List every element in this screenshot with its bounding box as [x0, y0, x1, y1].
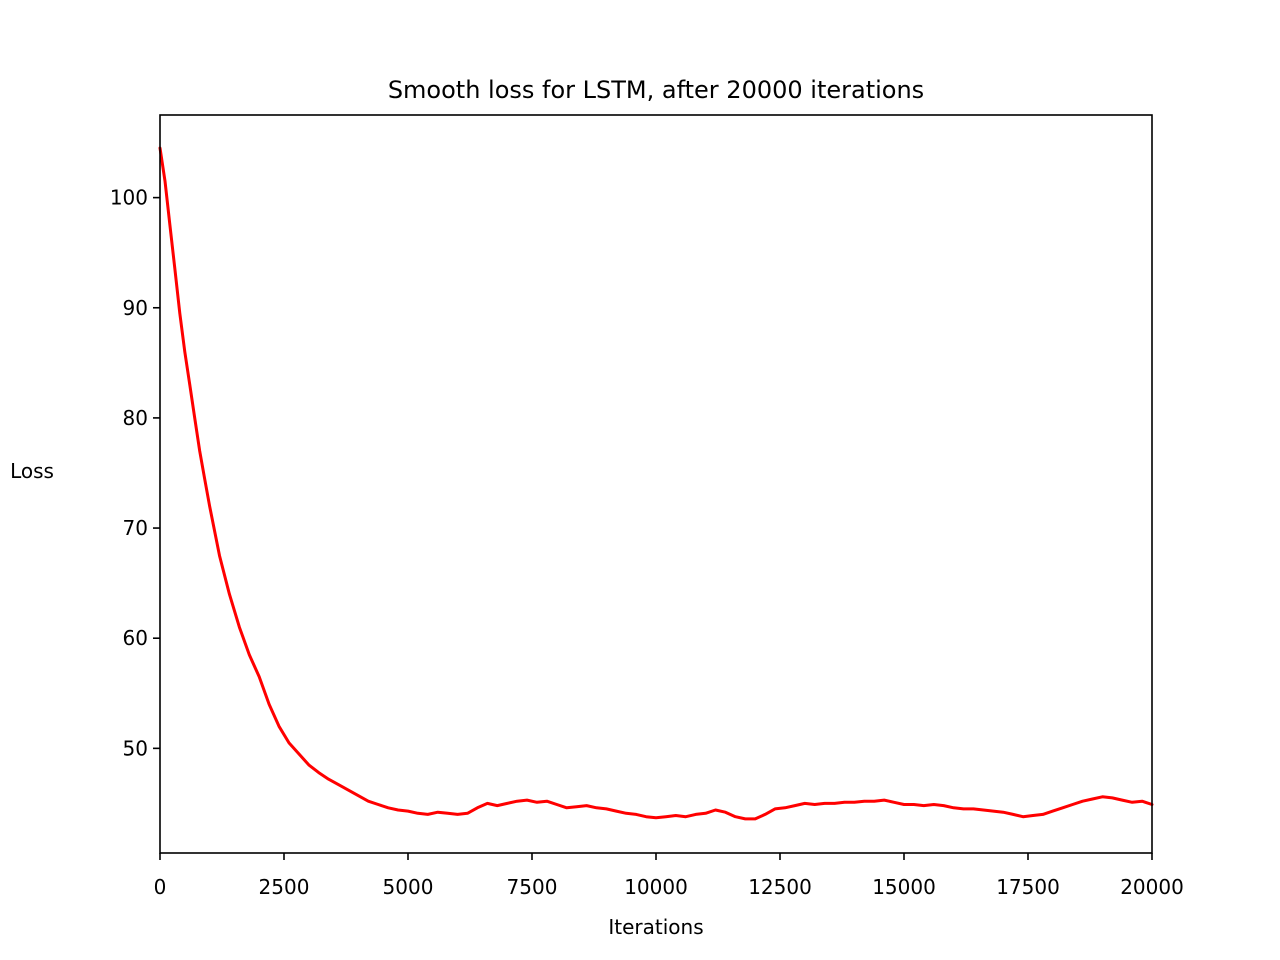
plot-area — [158, 146, 1154, 821]
x-tick-label: 2500 — [259, 875, 310, 899]
x-tick-label: 12500 — [748, 875, 812, 899]
y-axis: 50 60 70 80 90 100 — [110, 186, 160, 760]
axes-frame — [159, 114, 1153, 854]
y-tick-label: 90 — [123, 296, 148, 320]
x-tick-label: 17500 — [996, 875, 1060, 899]
x-tick-label: 7500 — [507, 875, 558, 899]
x-tick-label: 5000 — [383, 875, 434, 899]
x-axis-label: Iterations — [608, 915, 703, 939]
y-tick-label: 60 — [123, 626, 148, 650]
x-tick-label: 10000 — [624, 875, 688, 899]
x-tick-label: 0 — [154, 875, 167, 899]
series-line-0 — [158, 146, 1154, 821]
x-tick-label: 20000 — [1120, 875, 1184, 899]
y-tick-label: 50 — [123, 736, 148, 760]
chart-title: Smooth loss for LSTM, after 20000 iterat… — [388, 76, 924, 104]
y-axis-label: Loss — [10, 459, 54, 483]
y-tick-label: 70 — [123, 516, 148, 540]
y-tick-label: 80 — [123, 406, 148, 430]
x-tick-label: 15000 — [872, 875, 936, 899]
x-axis: 0 2500 5000 7500 10000 12500 15000 17500 20000 — [154, 853, 1184, 899]
y-tick-label: 100 — [110, 186, 148, 210]
